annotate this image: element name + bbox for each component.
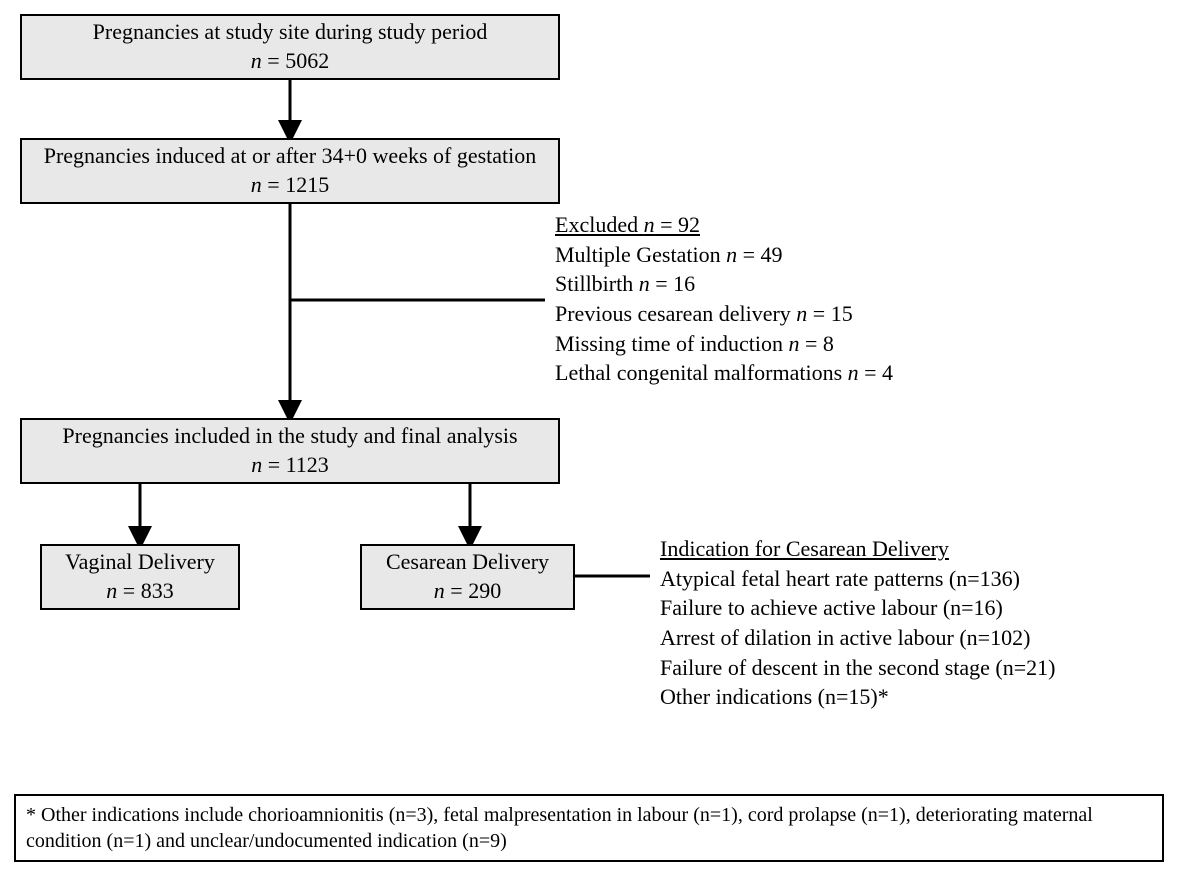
excluded-item: Lethal congenital malformations n = 4: [555, 358, 893, 388]
excluded-item: Previous cesarean delivery n = 15: [555, 299, 893, 329]
indications-items: Atypical fetal heart rate patterns (n=13…: [660, 564, 1055, 712]
node-count: n = 5062: [251, 47, 329, 76]
excluded-heading: Excluded n = 92: [555, 210, 893, 240]
indication-item: Arrest of dilation in active labour (n=1…: [660, 623, 1055, 653]
node-study-site: Pregnancies at study site during study p…: [20, 14, 560, 80]
indication-item: Other indications (n=15)*: [660, 682, 1055, 712]
flowchart-canvas: Pregnancies at study site during study p…: [10, 10, 1173, 874]
node-count: n = 1123: [251, 451, 329, 480]
node-vaginal-delivery: Vaginal Delivery n = 833: [40, 544, 240, 610]
node-title: Cesarean Delivery: [386, 548, 549, 577]
node-count: n = 833: [106, 577, 173, 606]
node-included: Pregnancies included in the study and fi…: [20, 418, 560, 484]
node-induced: Pregnancies induced at or after 34+0 wee…: [20, 138, 560, 204]
excluded-item: Multiple Gestation n = 49: [555, 240, 893, 270]
excluded-item: Stillbirth n = 16: [555, 269, 893, 299]
node-title: Vaginal Delivery: [65, 548, 215, 577]
indication-item: Failure to achieve active labour (n=16): [660, 593, 1055, 623]
node-cesarean-delivery: Cesarean Delivery n = 290: [360, 544, 575, 610]
footnote: * Other indications include chorioamnion…: [14, 794, 1164, 862]
indications-heading: Indication for Cesarean Delivery: [660, 534, 1055, 564]
annotation-excluded: Excluded n = 92 Multiple Gestation n = 4…: [555, 210, 893, 388]
node-title: Pregnancies induced at or after 34+0 wee…: [44, 142, 537, 171]
node-count: n = 1215: [251, 171, 329, 200]
node-count: n = 290: [434, 577, 501, 606]
node-title: Pregnancies at study site during study p…: [93, 18, 488, 47]
indication-item: Failure of descent in the second stage (…: [660, 653, 1055, 683]
excluded-item: Missing time of induction n = 8: [555, 329, 893, 359]
annotation-indications: Indication for Cesarean Delivery Atypica…: [660, 534, 1055, 712]
node-title: Pregnancies included in the study and fi…: [62, 422, 517, 451]
indication-item: Atypical fetal heart rate patterns (n=13…: [660, 564, 1055, 594]
excluded-items: Multiple Gestation n = 49Stillbirth n = …: [555, 240, 893, 388]
